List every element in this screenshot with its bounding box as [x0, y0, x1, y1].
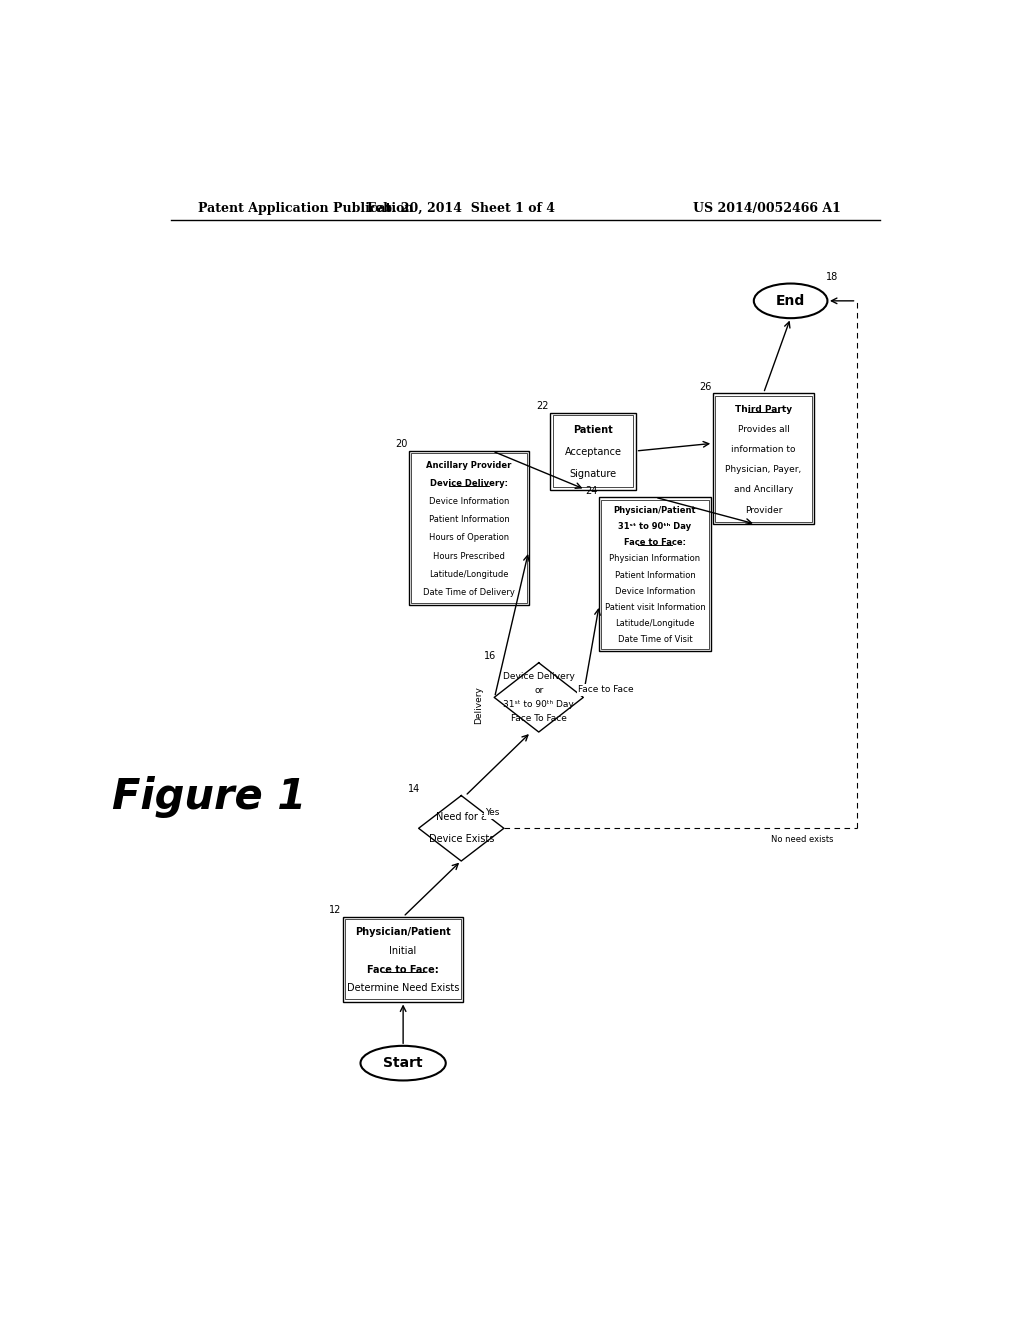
- Text: Patient Information: Patient Information: [429, 515, 509, 524]
- Text: End: End: [776, 294, 805, 308]
- Text: Hours of Operation: Hours of Operation: [429, 533, 509, 543]
- Text: No need exists: No need exists: [771, 836, 834, 845]
- Text: 20: 20: [395, 440, 408, 449]
- Text: Device Delivery:: Device Delivery:: [430, 479, 508, 488]
- Text: or: or: [535, 686, 544, 694]
- Polygon shape: [495, 663, 584, 733]
- Text: Physician, Payer,: Physician, Payer,: [725, 465, 802, 474]
- Bar: [553, 414, 633, 487]
- Text: Hours Prescribed: Hours Prescribed: [433, 552, 505, 561]
- Bar: [345, 919, 461, 999]
- Text: 26: 26: [699, 381, 712, 392]
- Text: Need for a: Need for a: [436, 812, 486, 822]
- Text: Device Exists: Device Exists: [429, 834, 494, 845]
- Bar: [601, 499, 709, 649]
- Text: Date Time of Visit: Date Time of Visit: [617, 635, 692, 644]
- Text: 14: 14: [408, 784, 420, 795]
- Text: Delivery: Delivery: [474, 686, 483, 725]
- Text: Figure 1: Figure 1: [113, 776, 306, 818]
- Text: Physician Information: Physician Information: [609, 554, 700, 564]
- Text: 22: 22: [537, 401, 549, 411]
- Text: 31ˢᵗ to 90ᵗʰ Day: 31ˢᵗ to 90ᵗʰ Day: [618, 521, 691, 531]
- Text: Provider: Provider: [744, 506, 782, 515]
- Text: Face to Face:: Face to Face:: [368, 965, 439, 974]
- Bar: [409, 451, 529, 605]
- Bar: [412, 453, 526, 603]
- Text: Ancillary Provider: Ancillary Provider: [426, 461, 512, 470]
- Text: Device Information: Device Information: [614, 586, 695, 595]
- Text: Start: Start: [383, 1056, 423, 1071]
- Polygon shape: [419, 796, 504, 861]
- Text: Acceptance: Acceptance: [564, 447, 622, 457]
- Text: and Ancillary: and Ancillary: [734, 486, 794, 495]
- Ellipse shape: [360, 1045, 445, 1081]
- Text: Initial: Initial: [389, 945, 417, 956]
- Text: Signature: Signature: [569, 469, 616, 479]
- Ellipse shape: [754, 284, 827, 318]
- Bar: [716, 396, 812, 521]
- Text: Yes: Yes: [485, 808, 500, 817]
- Text: 18: 18: [826, 272, 838, 282]
- Text: Provides all: Provides all: [737, 425, 790, 434]
- Text: 31ˢᵗ to 90ᵗʰ Day: 31ˢᵗ to 90ᵗʰ Day: [504, 700, 574, 709]
- Text: US 2014/0052466 A1: US 2014/0052466 A1: [693, 202, 841, 215]
- Text: Patient: Patient: [573, 425, 613, 436]
- Text: information to: information to: [731, 445, 796, 454]
- Text: Device Delivery: Device Delivery: [503, 672, 574, 681]
- Text: Patient Information: Patient Information: [614, 570, 695, 579]
- Text: Physician/Patient: Physician/Patient: [613, 506, 696, 515]
- Text: Patent Application Publication: Patent Application Publication: [198, 202, 414, 215]
- Text: 24: 24: [585, 486, 597, 496]
- Bar: [713, 393, 814, 524]
- Text: 12: 12: [329, 906, 342, 915]
- Text: Third Party: Third Party: [735, 405, 792, 414]
- Text: Determine Need Exists: Determine Need Exists: [347, 983, 460, 994]
- Text: Latitude/Longitude: Latitude/Longitude: [615, 619, 694, 628]
- Text: 16: 16: [483, 651, 496, 661]
- Text: Feb. 20, 2014  Sheet 1 of 4: Feb. 20, 2014 Sheet 1 of 4: [368, 202, 555, 215]
- Bar: [550, 412, 636, 490]
- Text: Face to Face:: Face to Face:: [624, 539, 686, 546]
- Text: Face to Face: Face to Face: [579, 685, 634, 694]
- Text: Physician/Patient: Physician/Patient: [355, 927, 451, 937]
- Text: Patient visit Information: Patient visit Information: [604, 603, 706, 612]
- Text: Face To Face: Face To Face: [511, 714, 566, 722]
- Bar: [343, 917, 463, 1002]
- Text: Latitude/Longitude: Latitude/Longitude: [429, 570, 509, 578]
- Text: Device Information: Device Information: [429, 498, 509, 507]
- Bar: [599, 498, 712, 651]
- Text: Date Time of Delivery: Date Time of Delivery: [423, 587, 515, 597]
